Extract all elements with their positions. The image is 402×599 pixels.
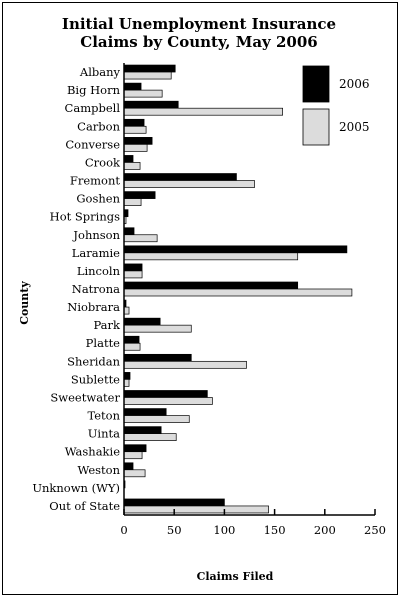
category-label-laramie: Laramie bbox=[72, 246, 120, 260]
category-label-sweetwater: Sweetwater bbox=[50, 390, 120, 404]
bar-2005-big-horn bbox=[123, 89, 163, 98]
category-label-johnson: Johnson bbox=[72, 228, 120, 242]
bar-2005-sublette bbox=[123, 379, 130, 387]
category-label-goshen: Goshen bbox=[76, 192, 120, 206]
category-label-fremont: Fremont bbox=[70, 174, 121, 188]
chart-title-line-2: Claims by County, May 2006 bbox=[80, 33, 317, 51]
bar-2005-platte bbox=[123, 342, 141, 351]
category-label-converse: Converse bbox=[65, 137, 120, 151]
bar-2006-platte bbox=[123, 335, 140, 344]
x-tick-label-50: 50 bbox=[167, 523, 182, 537]
bar-2006-lincoln bbox=[123, 263, 143, 272]
bar-2005-crook bbox=[123, 162, 141, 170]
bar-2005-converse bbox=[123, 144, 148, 152]
legend-label-2006: 2006 bbox=[339, 77, 370, 91]
bar-2005-fremont bbox=[123, 180, 255, 188]
x-axis-title: Claims Filed bbox=[197, 570, 274, 583]
x-tick-label-150: 150 bbox=[264, 523, 286, 537]
category-label-out-of-state: Out of State bbox=[49, 499, 120, 513]
bar-2005-washakie bbox=[123, 451, 143, 460]
category-label-niobrara: Niobrara bbox=[67, 300, 120, 314]
bar-2006-converse bbox=[123, 137, 153, 145]
category-label-hot-springs: Hot Springs bbox=[50, 210, 120, 224]
bar-2006-crook bbox=[123, 155, 134, 163]
bar-2006-albany bbox=[123, 64, 176, 73]
bar-2005-uinta bbox=[123, 433, 177, 441]
bar-2006-fremont bbox=[123, 173, 237, 181]
bar-2006-goshen bbox=[123, 191, 156, 199]
category-label-sublette: Sublette bbox=[71, 372, 120, 386]
category-label-albany: Albany bbox=[79, 65, 121, 79]
category-label-platte: Platte bbox=[86, 336, 121, 350]
legend-swatch-2005 bbox=[302, 108, 330, 146]
bar-2006-carbon bbox=[123, 118, 145, 127]
bar-chart: Initial Unemployment Insurance Claims by… bbox=[18, 15, 386, 583]
bar-2006-weston bbox=[123, 462, 134, 471]
bars-layer bbox=[123, 64, 353, 514]
bar-2006-campbell bbox=[123, 100, 179, 109]
category-label-big-horn: Big Horn bbox=[67, 83, 121, 97]
chart-title-line-1: Initial Unemployment Insurance bbox=[62, 15, 336, 33]
bar-2006-johnson bbox=[123, 227, 135, 236]
legend: 2006 2005 bbox=[302, 65, 370, 146]
bar-2005-park bbox=[123, 324, 192, 333]
bar-2006-natrona bbox=[123, 281, 299, 290]
legend-swatch-2006 bbox=[302, 65, 330, 103]
bar-2005-albany bbox=[123, 71, 172, 80]
bar-2005-teton bbox=[123, 415, 190, 423]
category-label-campbell: Campbell bbox=[65, 101, 121, 115]
category-label-uinta: Uinta bbox=[88, 427, 120, 441]
bar-2005-weston bbox=[123, 469, 146, 478]
x-axis: 0 50 100 150 200 250 bbox=[120, 63, 386, 537]
bar-2006-park bbox=[123, 317, 161, 326]
bar-2006-out-of-state bbox=[123, 498, 225, 507]
chart-frame: Initial Unemployment Insurance Claims by… bbox=[2, 2, 398, 595]
category-label-teton: Teton bbox=[87, 409, 120, 423]
x-tick-label-0: 0 bbox=[120, 523, 127, 537]
bar-2006-uinta bbox=[123, 426, 162, 434]
bar-2005-goshen bbox=[123, 198, 142, 206]
bar-2006-teton bbox=[123, 408, 167, 416]
bar-2005-out-of-state bbox=[123, 505, 269, 514]
x-tick-label-250: 250 bbox=[364, 523, 386, 537]
legend-label-2005: 2005 bbox=[339, 120, 370, 134]
bar-2005-sweetwater bbox=[123, 397, 213, 405]
category-label-sheridan: Sheridan bbox=[67, 354, 120, 368]
bar-2005-sheridan bbox=[123, 360, 247, 369]
bar-2005-laramie bbox=[123, 252, 299, 261]
bar-2005-carbon bbox=[123, 125, 147, 134]
category-label-washakie: Washakie bbox=[65, 445, 120, 459]
bar-2006-washakie bbox=[123, 444, 147, 453]
x-tick-label-200: 200 bbox=[314, 523, 336, 537]
category-label-weston: Weston bbox=[77, 463, 120, 477]
bar-2005-natrona bbox=[123, 288, 353, 297]
category-label-lincoln: Lincoln bbox=[77, 264, 121, 278]
y-axis-title: County bbox=[18, 281, 31, 325]
bar-2005-johnson bbox=[123, 234, 158, 243]
category-label-carbon: Carbon bbox=[77, 119, 120, 133]
category-label-natrona: Natrona bbox=[72, 282, 120, 296]
category-label-park: Park bbox=[93, 318, 121, 332]
bar-2005-campbell bbox=[123, 107, 283, 116]
bar-2006-sheridan bbox=[123, 353, 192, 362]
category-label-crook: Crook bbox=[85, 155, 121, 169]
bar-2006-big-horn bbox=[123, 82, 142, 91]
category-labels: Albany Big Horn Campbell Carbon Converse Croo… bbox=[32, 65, 121, 513]
category-label-unknown-wy: Unknown (WY) bbox=[32, 481, 120, 495]
x-tick-label-100: 100 bbox=[213, 523, 235, 537]
bar-2006-sublette bbox=[123, 372, 131, 380]
bar-2005-lincoln bbox=[123, 270, 143, 279]
bar-2006-laramie bbox=[123, 245, 348, 254]
bar-2006-sweetwater bbox=[123, 390, 208, 398]
bar-2005-niobrara bbox=[123, 306, 130, 315]
